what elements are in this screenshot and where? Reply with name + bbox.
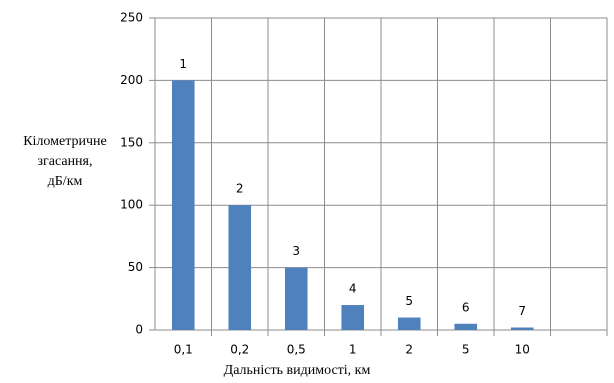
- bar: [510, 327, 534, 330]
- x-tick-label: 2: [405, 343, 413, 357]
- x-tick-label: 1: [349, 343, 357, 357]
- x-tick-label: 0,5: [287, 343, 306, 357]
- bar: [228, 205, 252, 330]
- x-tick-label: 0,1: [174, 343, 193, 357]
- y-tick-label: 100: [120, 198, 143, 212]
- bar-label: 2: [236, 182, 244, 196]
- y-tick-label: 0: [135, 323, 143, 337]
- bar: [171, 80, 195, 331]
- bar-label: 1: [179, 57, 187, 71]
- y-tick-label: 200: [120, 73, 143, 87]
- y-axis-title: згасання,: [37, 154, 92, 169]
- bar: [341, 305, 365, 330]
- bar: [284, 267, 308, 330]
- y-axis-title: дБ/км: [48, 174, 83, 189]
- bar-label: 3: [292, 244, 300, 258]
- y-tick-label: 50: [128, 260, 143, 274]
- y-tick-label: 250: [120, 11, 143, 25]
- x-tick-label: 10: [515, 343, 530, 357]
- bar-label: 6: [462, 300, 470, 314]
- bar-label: 7: [518, 304, 526, 318]
- bar-label: 4: [349, 282, 357, 296]
- bar: [454, 323, 478, 330]
- bar: [397, 317, 421, 330]
- y-axis-title: Кілометричне: [23, 134, 107, 149]
- y-tick-label: 150: [120, 135, 143, 149]
- x-axis-title: Дальність видимості, км: [224, 363, 371, 378]
- bar-label: 5: [405, 294, 413, 308]
- x-tick-label: 0,2: [230, 343, 249, 357]
- x-tick-label: 5: [462, 343, 470, 357]
